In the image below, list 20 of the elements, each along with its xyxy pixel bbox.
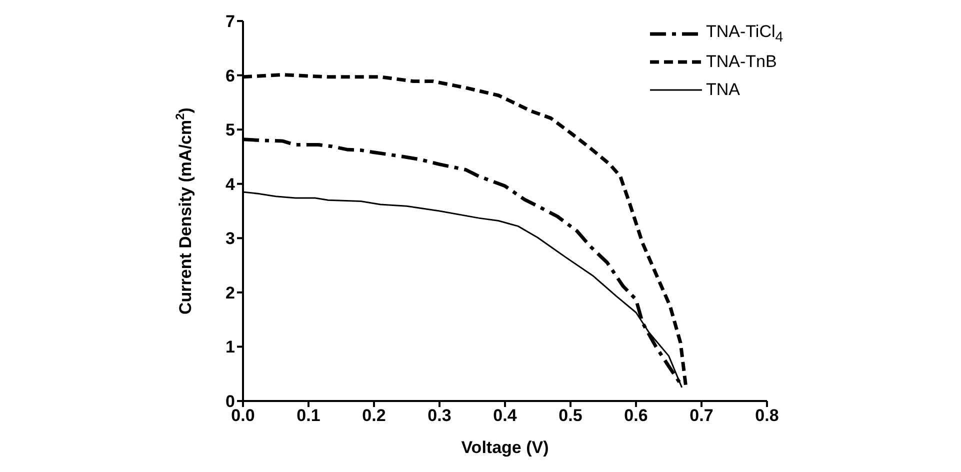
y-tick-label: 7 [226, 12, 235, 32]
y-tick-label: 6 [226, 66, 235, 86]
x-tick-label: 0.0 [231, 406, 255, 426]
legend-label: TNA [706, 80, 740, 100]
x-tick-label: 0.3 [428, 406, 452, 426]
x-tick-label: 0.7 [690, 406, 714, 426]
legend-label: TNA-TnB [706, 52, 777, 72]
x-tick-label: 0.6 [624, 406, 648, 426]
x-tick-label: 0.1 [296, 406, 320, 426]
y-tick-label: 5 [226, 120, 235, 140]
y-tick-label: 1 [226, 338, 235, 357]
x-tick-label: 0.2 [362, 406, 386, 426]
x-tick-label: 0.4 [493, 406, 518, 426]
x-tick-label: 0.8 [755, 406, 779, 426]
y-tick-label: 4 [226, 174, 236, 194]
x-axis-title: Voltage (V) [461, 438, 549, 457]
x-tick-label: 0.5 [558, 406, 582, 426]
legend-label: TNA-TiCl$_{4}$ [706, 22, 784, 46]
y-tick-label: 3 [226, 229, 235, 248]
y-tick-label: 2 [226, 283, 235, 302]
